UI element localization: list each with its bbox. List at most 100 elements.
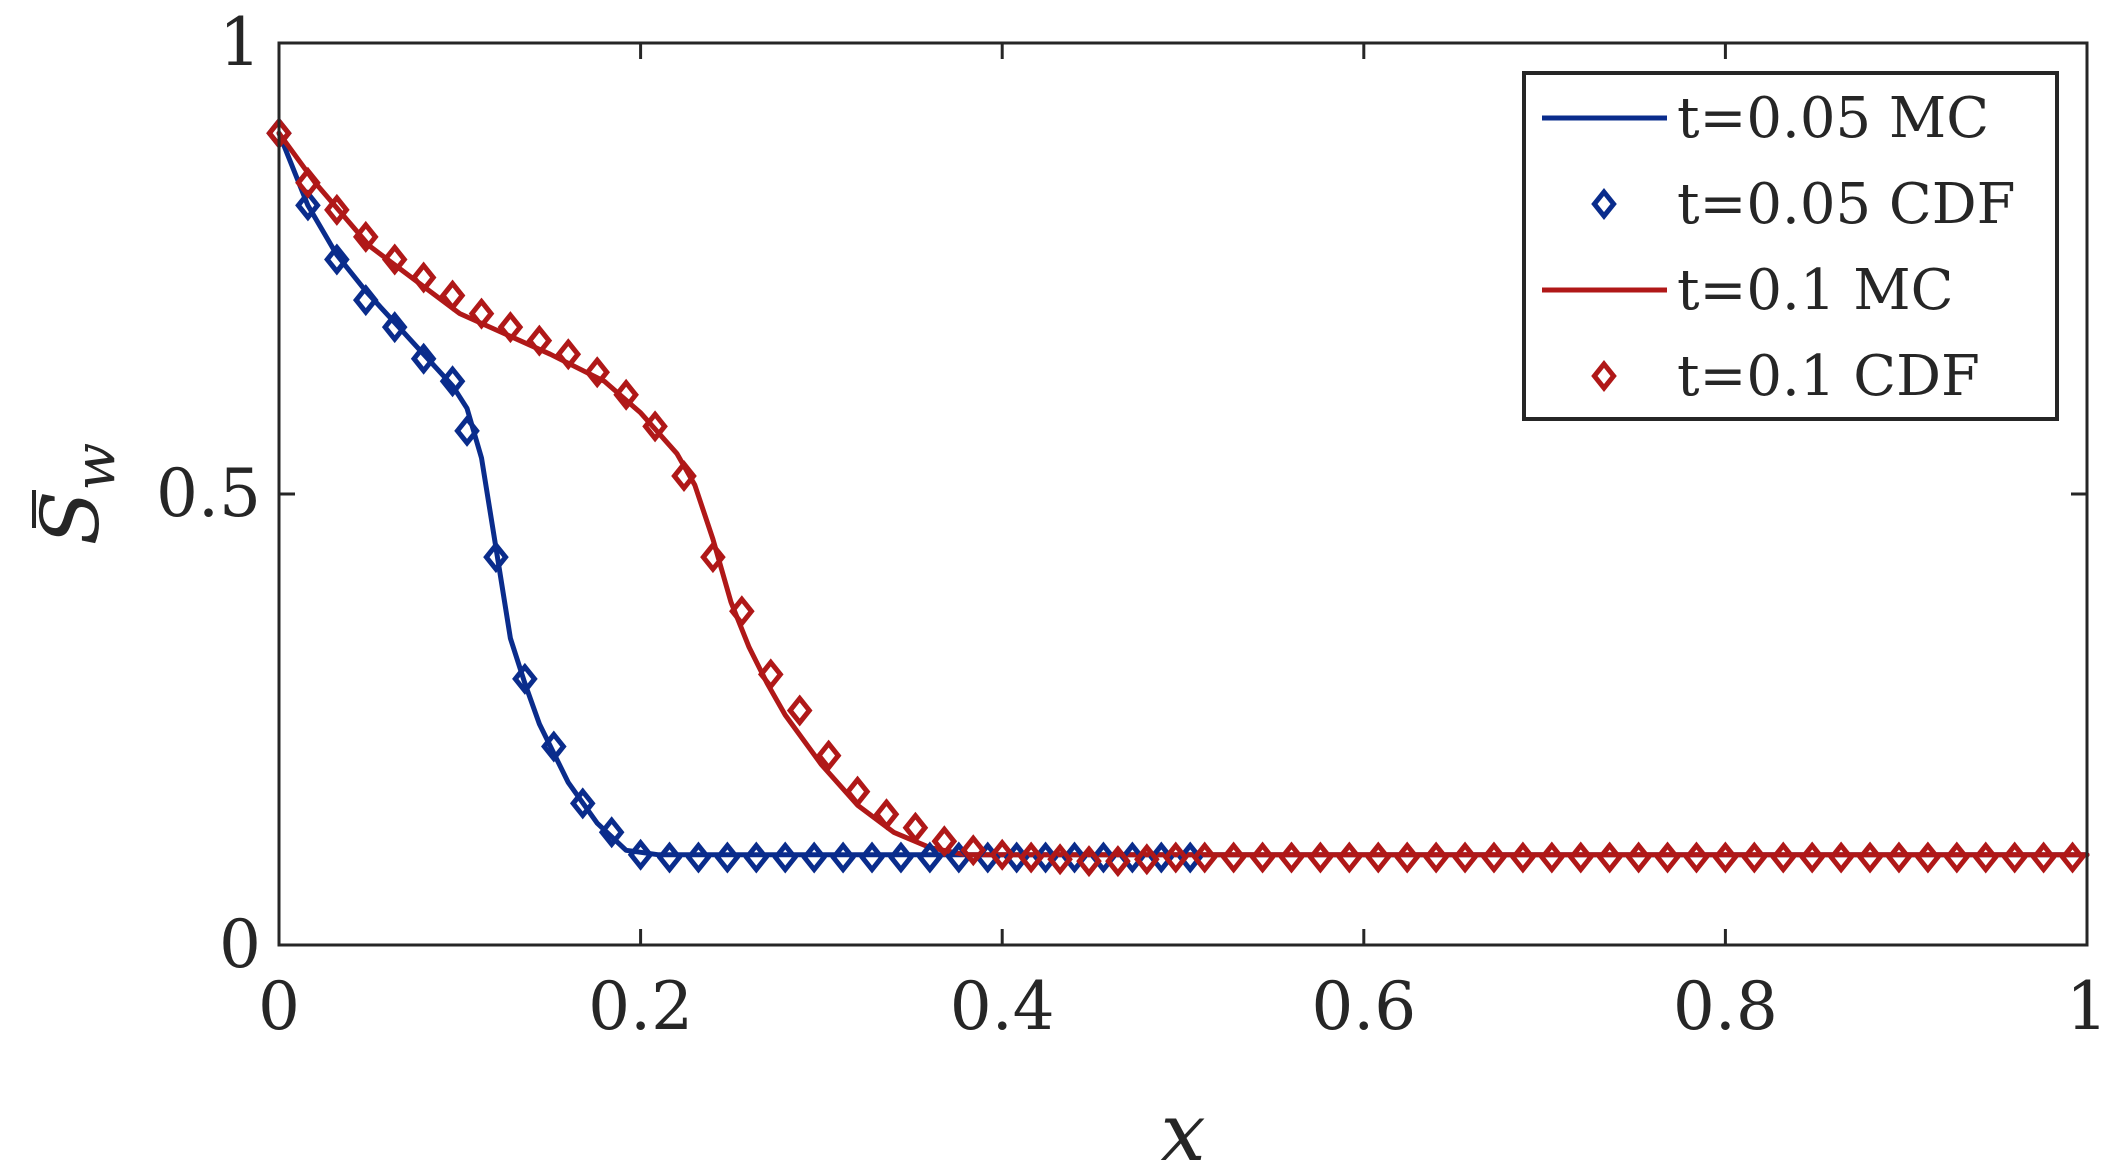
data-point bbox=[844, 775, 871, 808]
data-point bbox=[598, 816, 625, 849]
data-point bbox=[497, 311, 524, 344]
data-point bbox=[1191, 841, 1218, 874]
data-point bbox=[859, 841, 885, 874]
data-point bbox=[512, 662, 538, 695]
legend-swatch-diamond bbox=[1591, 187, 1617, 221]
data-point bbox=[786, 694, 813, 727]
data-point bbox=[1539, 841, 1565, 874]
data-point bbox=[584, 356, 611, 389]
data-point bbox=[1683, 841, 1710, 874]
data-point bbox=[1741, 841, 1768, 874]
legend: t=0.05 MC t=0.05 CDF t=0.1 MC t=0.1 CDF bbox=[1522, 71, 2059, 421]
data-point bbox=[917, 841, 943, 874]
y-tick-label: 1 bbox=[219, 4, 261, 81]
data-point bbox=[1307, 841, 1334, 874]
y-tick-label: 0 bbox=[219, 906, 261, 983]
data-point bbox=[772, 841, 799, 874]
legend-item: t=0.05 MC bbox=[1542, 86, 1989, 151]
data-point bbox=[2001, 841, 2028, 874]
data-point bbox=[1018, 841, 1044, 874]
data-point bbox=[454, 414, 480, 447]
data-point bbox=[1162, 841, 1189, 874]
data-point bbox=[1567, 841, 1594, 874]
data-point bbox=[1915, 841, 1941, 874]
data-point bbox=[1452, 841, 1478, 874]
data-point bbox=[410, 342, 437, 375]
x-tick-label: 0.2 bbox=[588, 968, 693, 1045]
y-axis-label-text: Sw bbox=[24, 443, 128, 546]
data-point bbox=[888, 841, 914, 874]
legend-label: t=0.1 CDF bbox=[1677, 344, 1980, 409]
data-point bbox=[1090, 841, 1117, 874]
data-point bbox=[873, 798, 900, 831]
legend-item: t=0.1 MC bbox=[1542, 258, 1953, 323]
x-tick-label: 0.4 bbox=[950, 968, 1055, 1045]
data-point bbox=[410, 261, 437, 294]
data-point bbox=[671, 459, 697, 492]
x-tick-label: 0.8 bbox=[1673, 968, 1778, 1045]
data-point bbox=[1625, 841, 1652, 874]
data-point bbox=[569, 787, 596, 820]
data-point bbox=[1944, 841, 1970, 874]
data-point bbox=[1105, 845, 1131, 878]
data-point bbox=[1076, 845, 1102, 878]
data-point bbox=[931, 825, 958, 858]
data-point bbox=[1972, 841, 1999, 874]
data-point bbox=[714, 841, 741, 874]
data-point bbox=[1134, 843, 1160, 876]
data-point bbox=[1394, 841, 1420, 874]
data-point bbox=[989, 838, 1016, 871]
data-point bbox=[729, 595, 755, 628]
data-point bbox=[1047, 843, 1073, 876]
data-point bbox=[1365, 841, 1392, 874]
data-point bbox=[1886, 841, 1912, 874]
data-point bbox=[1828, 841, 1854, 874]
data-point bbox=[295, 166, 321, 199]
legend-label: t=0.05 CDF bbox=[1677, 172, 2016, 237]
data-point bbox=[381, 243, 408, 276]
data-point bbox=[1510, 841, 1536, 874]
data-point bbox=[1481, 841, 1507, 874]
data-point bbox=[526, 324, 553, 357]
legend-label: t=0.1 MC bbox=[1677, 258, 1953, 323]
data-point bbox=[1654, 841, 1681, 874]
data-point bbox=[1249, 841, 1276, 874]
x-tick-label: 0 bbox=[258, 968, 300, 1045]
data-point bbox=[801, 841, 827, 874]
data-point bbox=[2059, 841, 2086, 874]
data-point bbox=[960, 834, 987, 867]
x-axis-label: x bbox=[1160, 1086, 1205, 1175]
data-point bbox=[324, 243, 350, 276]
data-point bbox=[295, 189, 321, 222]
legend-swatch-diamond bbox=[1591, 359, 1617, 393]
data-point bbox=[815, 739, 842, 772]
data-point bbox=[2030, 841, 2057, 874]
data-point bbox=[613, 378, 639, 411]
data-point bbox=[700, 541, 726, 574]
data-point bbox=[1596, 841, 1623, 874]
data-point bbox=[1423, 841, 1449, 874]
data-point bbox=[902, 811, 929, 844]
data-point bbox=[1799, 841, 1825, 874]
data-point bbox=[743, 841, 770, 874]
series-layer bbox=[266, 117, 2090, 878]
series-markers-t-0-1-cdf bbox=[266, 117, 2086, 878]
legend-item: t=0.1 CDF bbox=[1591, 344, 1980, 409]
data-point bbox=[352, 220, 379, 253]
x-tick-label: 0.6 bbox=[1311, 968, 1416, 1045]
axes-layer: 0 0.2 0.4 0.6 0.8 1 0 0.5 1 bbox=[156, 4, 2105, 1045]
data-point bbox=[324, 193, 350, 226]
data-point bbox=[1220, 841, 1247, 874]
data-point bbox=[468, 297, 495, 330]
data-point bbox=[830, 841, 856, 874]
data-point bbox=[757, 658, 784, 691]
data-point bbox=[541, 730, 567, 763]
data-point bbox=[685, 841, 712, 874]
data-point bbox=[439, 279, 466, 312]
data-point bbox=[1857, 841, 1883, 874]
x-tick-label: 1 bbox=[2066, 968, 2105, 1045]
y-axis-label: Sw bbox=[24, 443, 128, 546]
legend-box bbox=[1522, 71, 2059, 421]
data-point bbox=[352, 284, 379, 317]
legend-item: t=0.05 CDF bbox=[1591, 172, 2016, 237]
